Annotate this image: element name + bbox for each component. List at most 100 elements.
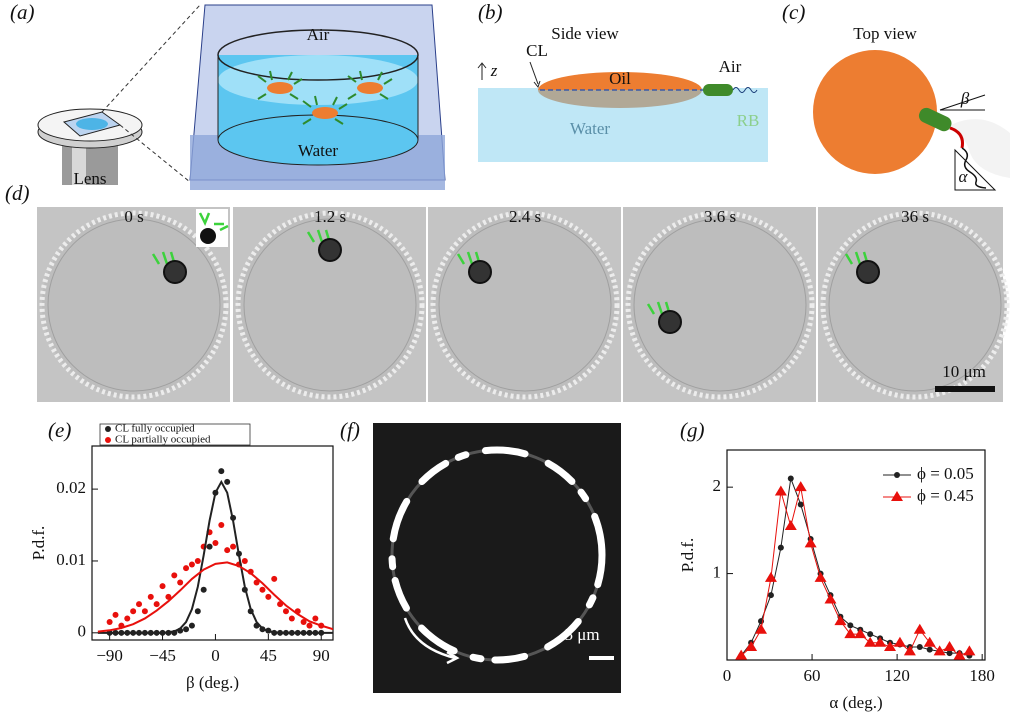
data-point — [764, 571, 777, 582]
y-tick-label: 2 — [713, 476, 722, 495]
data-point — [306, 622, 313, 629]
data-point — [177, 579, 184, 586]
data-point — [253, 579, 260, 586]
legend-marker — [891, 491, 903, 501]
legend-marker — [894, 472, 900, 478]
x-tick-label: −45 — [149, 646, 176, 665]
data-point — [893, 636, 906, 647]
data-point — [200, 586, 207, 593]
y-tick-label: 0.01 — [56, 550, 86, 569]
label: Top view — [853, 24, 917, 43]
scale-bar — [935, 386, 995, 392]
micrograph — [373, 423, 621, 693]
x-tick-label: 60 — [804, 666, 821, 685]
data-point — [106, 619, 113, 626]
data-point — [259, 586, 266, 593]
data-point — [194, 557, 201, 564]
panel-label: (b) — [478, 0, 503, 24]
legend-label: CL partially occupied — [115, 434, 211, 446]
data-point — [903, 645, 916, 656]
data-point — [884, 641, 897, 652]
y-tick-label: 0 — [78, 622, 87, 641]
data-point — [933, 645, 946, 656]
data-point — [218, 468, 225, 475]
hook — [949, 126, 964, 149]
data-point — [124, 615, 131, 622]
data-point — [943, 641, 956, 652]
x-tick-label: −90 — [96, 646, 123, 665]
droplet — [625, 210, 815, 400]
data-point — [844, 628, 857, 639]
data-point — [224, 547, 231, 554]
data-point — [814, 571, 827, 582]
x-tick-label: 90 — [313, 646, 330, 665]
bacterium — [918, 107, 952, 132]
x-tick-label: 0 — [723, 666, 732, 685]
arrow — [403, 617, 456, 660]
label: Oil — [609, 69, 631, 88]
flagellum — [961, 147, 987, 189]
x-axis-label: β (deg.) — [186, 673, 239, 692]
data-point — [136, 601, 143, 608]
fit-curve — [97, 561, 333, 633]
data-point — [847, 622, 854, 629]
bacterium — [703, 84, 733, 96]
droplet — [312, 107, 338, 119]
data-point — [946, 650, 953, 657]
legend-label: CL fully occupied — [115, 423, 195, 435]
plot-frame — [91, 445, 334, 641]
arrow — [529, 61, 539, 85]
label: α — [959, 167, 969, 186]
data-point — [797, 501, 804, 508]
legend-label: ϕ = 0.45 — [917, 486, 974, 505]
droplet — [357, 82, 383, 94]
inset-particle — [200, 228, 216, 244]
bacteria-legs — [257, 70, 393, 125]
data-point — [913, 623, 926, 634]
data-point — [794, 481, 807, 492]
panel-f: 5 μm — [373, 423, 621, 693]
data-point — [183, 626, 190, 633]
data-point — [112, 611, 119, 618]
label: Lens — [73, 169, 106, 188]
data-point — [288, 615, 295, 622]
particle — [658, 310, 682, 334]
fit-curve — [97, 479, 333, 634]
data-point — [834, 615, 847, 626]
charts: −90 −45 0 45 90 0 0.01 0.02 β (deg.) P.d.f. CL ful… — [29, 423, 995, 712]
legend-marker — [105, 426, 111, 432]
data-point — [153, 601, 160, 608]
droplet — [813, 50, 937, 174]
lens-shine — [72, 140, 86, 185]
scale-bar — [589, 656, 614, 660]
data-point — [777, 544, 784, 551]
x-tick-label: 180 — [969, 666, 995, 685]
data-point — [265, 593, 272, 600]
sample — [76, 118, 108, 130]
x-tick-label: 120 — [884, 666, 910, 685]
label: Water — [298, 141, 338, 160]
data-point — [159, 583, 166, 590]
droplet-rim — [633, 218, 807, 392]
data-point — [183, 565, 190, 572]
data-point — [241, 557, 248, 564]
data-point — [874, 636, 887, 647]
data-point — [774, 485, 787, 496]
droplet-rim — [243, 218, 417, 392]
legend-marker — [105, 437, 111, 443]
data-point — [171, 572, 178, 579]
data-point — [212, 540, 219, 546]
data-point — [218, 522, 225, 529]
label: Side view — [551, 24, 619, 43]
data-point — [224, 478, 231, 485]
y-axis-label: P.d.f. — [678, 538, 697, 572]
legs — [257, 70, 303, 100]
data-point — [804, 537, 817, 548]
data-point — [147, 593, 154, 600]
label: CL — [526, 41, 548, 60]
series-line — [740, 476, 970, 657]
time-label: 3.6 s — [704, 207, 736, 226]
data-point — [824, 593, 837, 604]
legs — [347, 70, 393, 100]
arrow-head — [533, 80, 541, 89]
